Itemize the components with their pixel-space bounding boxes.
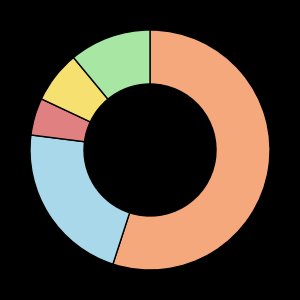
Wedge shape: [113, 30, 270, 270]
Wedge shape: [31, 99, 90, 142]
Wedge shape: [41, 58, 108, 122]
Wedge shape: [74, 30, 150, 99]
Wedge shape: [30, 135, 130, 264]
